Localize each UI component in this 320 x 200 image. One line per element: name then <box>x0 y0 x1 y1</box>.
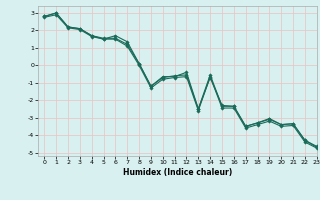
X-axis label: Humidex (Indice chaleur): Humidex (Indice chaleur) <box>123 168 232 177</box>
